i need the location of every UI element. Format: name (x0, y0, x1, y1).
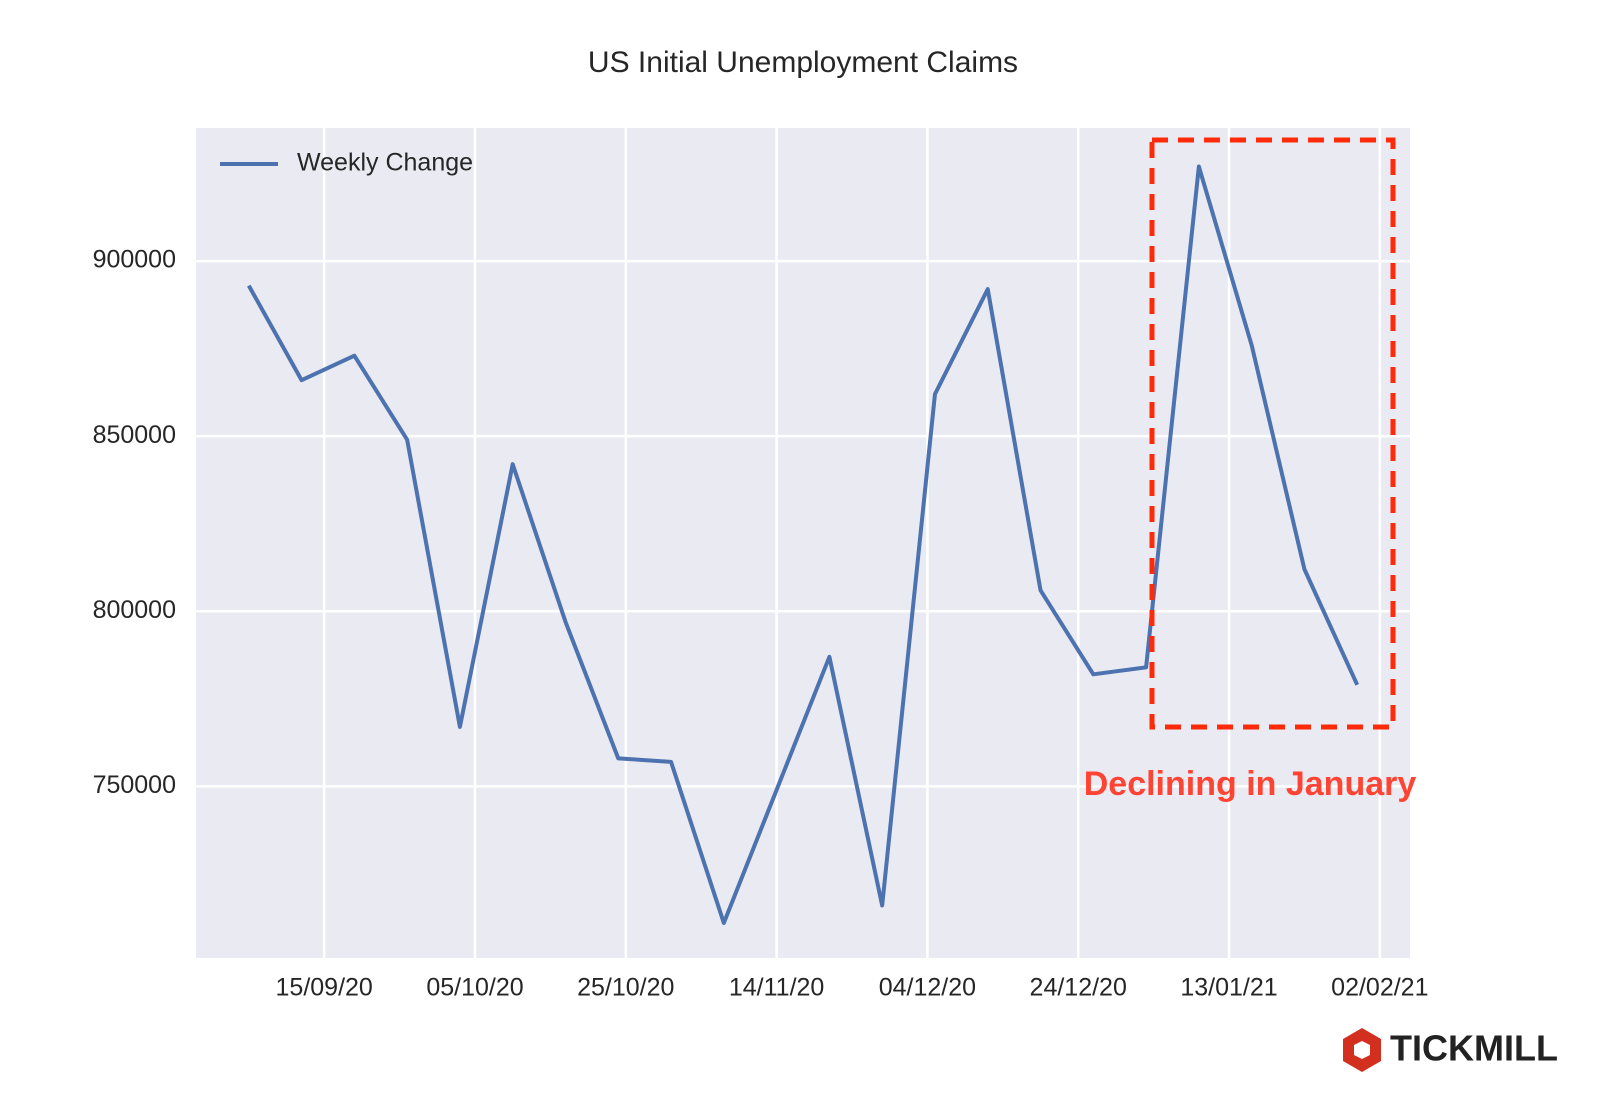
logo-icon-inner (1354, 1041, 1370, 1059)
annotation: Declining in January (1084, 765, 1417, 803)
chart-title: US Initial Unemployment Claims (588, 46, 1018, 79)
y-tick-label: 750000 (93, 771, 176, 799)
x-tick-label: 24/12/20 (1030, 974, 1127, 1002)
highlight-box (1149, 137, 1396, 730)
x-tick-label: 25/10/20 (577, 974, 674, 1002)
x-tick-label: 04/12/20 (879, 974, 976, 1002)
y-tick-label: 850000 (93, 421, 176, 449)
y-tick-label: 900000 (93, 246, 176, 274)
logo: TICKMILL (1343, 1028, 1558, 1072)
x-tick-label: 14/11/20 (729, 974, 824, 1002)
y-tick-label: 800000 (93, 596, 176, 624)
x-tick-label: 13/01/21 (1180, 974, 1277, 1002)
logo-text: TICKMILL (1390, 1028, 1558, 1069)
x-tick-label: 15/09/20 (276, 974, 373, 1002)
series-line (247, 164, 1360, 925)
plot-area (196, 128, 1410, 958)
x-tick-label: 05/10/20 (426, 974, 523, 1002)
x-tick-label: 02/02/21 (1331, 974, 1428, 1002)
legend-label: Weekly Change (297, 149, 473, 177)
